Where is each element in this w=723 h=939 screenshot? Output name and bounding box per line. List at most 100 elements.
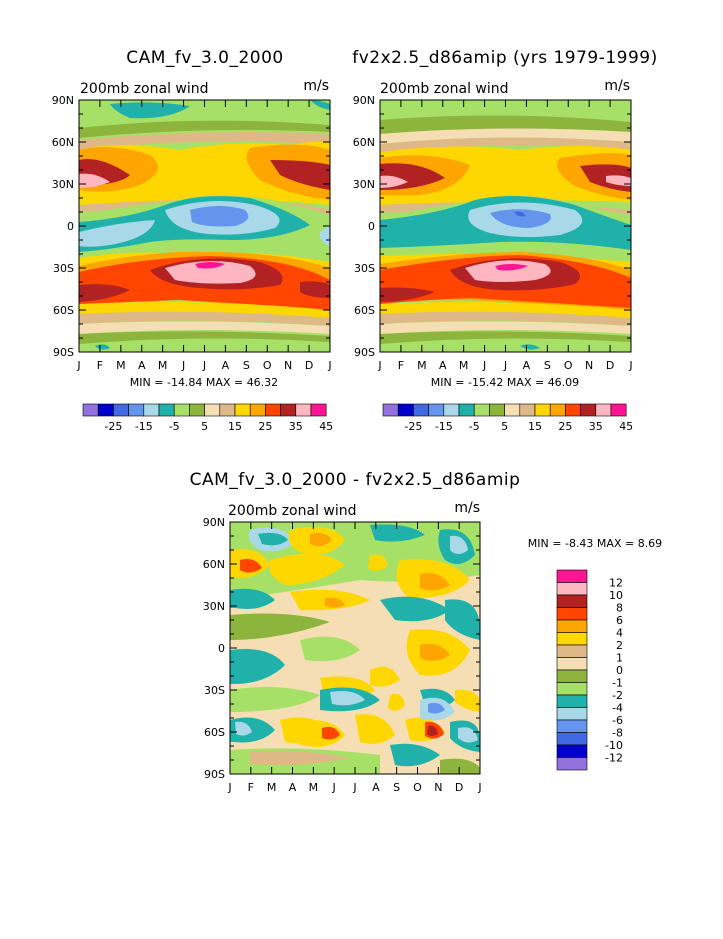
colorbar-label: 5 — [501, 420, 508, 433]
colorbar-swatch — [310, 403, 327, 417]
x-tick-label: A — [138, 359, 146, 372]
x-tick-label: S — [243, 359, 250, 372]
x-tick-label: D — [455, 781, 463, 794]
x-tick-label: J — [477, 781, 481, 794]
y-tick-label: 60S — [53, 304, 74, 317]
x-tick-label: O — [413, 781, 422, 794]
colorbar-label: 4 — [616, 627, 623, 640]
y-tick-label: 30S — [204, 684, 225, 697]
colorbar-swatch — [556, 719, 588, 733]
y-tick-label: 90N — [353, 94, 375, 107]
colorbar-swatch — [556, 569, 588, 583]
min-max-stats: MIN = -14.84 MAX = 46.32 — [130, 376, 278, 389]
colorbar-label: 25 — [558, 420, 572, 433]
panel-title: CAM_fv_3.0_2000 - fv2x2.5_d86amip — [190, 470, 521, 490]
y-tick-label: 60N — [203, 558, 225, 571]
panel-title: fv2x2.5_d86amip (yrs 1979-1999) — [352, 48, 658, 68]
colorbar-swatch — [556, 732, 588, 746]
colorbar-swatch — [280, 403, 297, 417]
colorbar-swatch — [556, 644, 588, 658]
x-tick-label: F — [97, 359, 103, 372]
colorbar-label: 5 — [201, 420, 208, 433]
y-tick-label: 90N — [52, 94, 74, 107]
colorbar-label: -15 — [135, 420, 153, 433]
x-tick-label: J — [76, 359, 80, 372]
colorbar-swatch — [556, 632, 588, 646]
panel-observed: fv2x2.5_d86amip (yrs 1979-1999) 200mb zo… — [352, 48, 658, 433]
x-tick-label: M — [116, 359, 126, 372]
colorbar-swatch — [580, 403, 597, 417]
x-tick-label: S — [544, 359, 551, 372]
colorbar-label: 1 — [616, 652, 623, 665]
colorbar-swatch — [413, 403, 429, 417]
y-tick-label: 60N — [52, 136, 74, 149]
contour-field — [79, 100, 330, 352]
colorbar-label: 45 — [319, 420, 333, 433]
x-tick-label: A — [222, 359, 230, 372]
panel-model: CAM_fv_3.0_2000 200mb zonal wind m/s — [52, 48, 333, 433]
colorbar-label: 45 — [619, 420, 633, 433]
colorbar-swatch — [189, 403, 205, 417]
x-tick-label: D — [305, 359, 313, 372]
colorbar-swatch — [504, 403, 521, 417]
y-tick-label: 30S — [354, 262, 375, 275]
y-tick-label: 90S — [53, 346, 74, 359]
colorbar-swatch — [458, 403, 475, 417]
x-tick-label: O — [263, 359, 272, 372]
min-max-stats: MIN = -15.42 MAX = 46.09 — [431, 376, 579, 389]
x-tick-label: N — [434, 781, 442, 794]
y-tick-label: 30S — [53, 262, 74, 275]
x-tick-label: M — [417, 359, 427, 372]
colorbar: -25 -15 -5 5 15 25 35 45 — [382, 403, 633, 433]
panel-subtitle: 200mb zonal wind — [80, 81, 209, 97]
colorbar-swatch — [173, 403, 190, 417]
colorbar-swatch — [97, 403, 114, 417]
y-tick-label: 0 — [368, 220, 375, 233]
panel-difference: CAM_fv_3.0_2000 - fv2x2.5_d86amip 200mb … — [190, 470, 663, 794]
panel-units: m/s — [454, 500, 480, 516]
x-tick-label: A — [439, 359, 447, 372]
panel-units: m/s — [604, 78, 630, 94]
colorbar-label: 25 — [258, 420, 272, 433]
colorbar: -25 -15 -5 5 15 25 35 45 — [82, 403, 333, 433]
colorbar-swatch — [219, 403, 236, 417]
colorbar-swatch — [595, 403, 612, 417]
colorbar-swatch — [534, 403, 551, 417]
x-tick-label: J — [227, 781, 231, 794]
panel-subtitle: 200mb zonal wind — [228, 503, 357, 519]
colorbar-label: 0 — [616, 664, 623, 677]
y-tick-label: 90S — [354, 346, 375, 359]
colorbar-label: 6 — [616, 614, 623, 627]
x-tick-label: J — [482, 359, 486, 372]
colorbar-swatch — [556, 682, 588, 696]
min-max-stats: MIN = -8.43 MAX = 8.69 — [528, 537, 662, 550]
x-tick-label: A — [523, 359, 531, 372]
x-tick-label: J — [377, 359, 381, 372]
x-tick-label: J — [181, 359, 185, 372]
colorbar-swatch — [143, 403, 160, 417]
colorbar-label: 10 — [609, 589, 623, 602]
colorbar-swatch — [556, 757, 588, 771]
colorbar-swatch — [556, 707, 588, 721]
x-tick-label: N — [585, 359, 593, 372]
y-tick-label: 60S — [204, 726, 225, 739]
x-tick-label: M — [158, 359, 168, 372]
x-tick-label: J — [352, 781, 356, 794]
colorbar-label: 2 — [616, 639, 623, 652]
y-axis: 90N 60N 30N 0 30S 60S 90S — [52, 94, 330, 359]
colorbar-label: 35 — [289, 420, 303, 433]
y-tick-label: 30N — [52, 178, 74, 191]
colorbar-label: 8 — [616, 602, 623, 615]
colorbar-label: 15 — [228, 420, 242, 433]
x-tick-label: F — [248, 781, 254, 794]
colorbar-swatch — [295, 403, 312, 417]
panel-subtitle: 200mb zonal wind — [380, 81, 509, 97]
colorbar-swatch — [549, 403, 566, 417]
x-tick-label: O — [564, 359, 573, 372]
colorbar-label: -6 — [612, 714, 623, 727]
colorbar-swatch — [234, 403, 251, 417]
colorbar-swatch — [382, 403, 399, 417]
colorbar-label: -12 — [605, 752, 623, 765]
x-tick-label: S — [393, 781, 400, 794]
